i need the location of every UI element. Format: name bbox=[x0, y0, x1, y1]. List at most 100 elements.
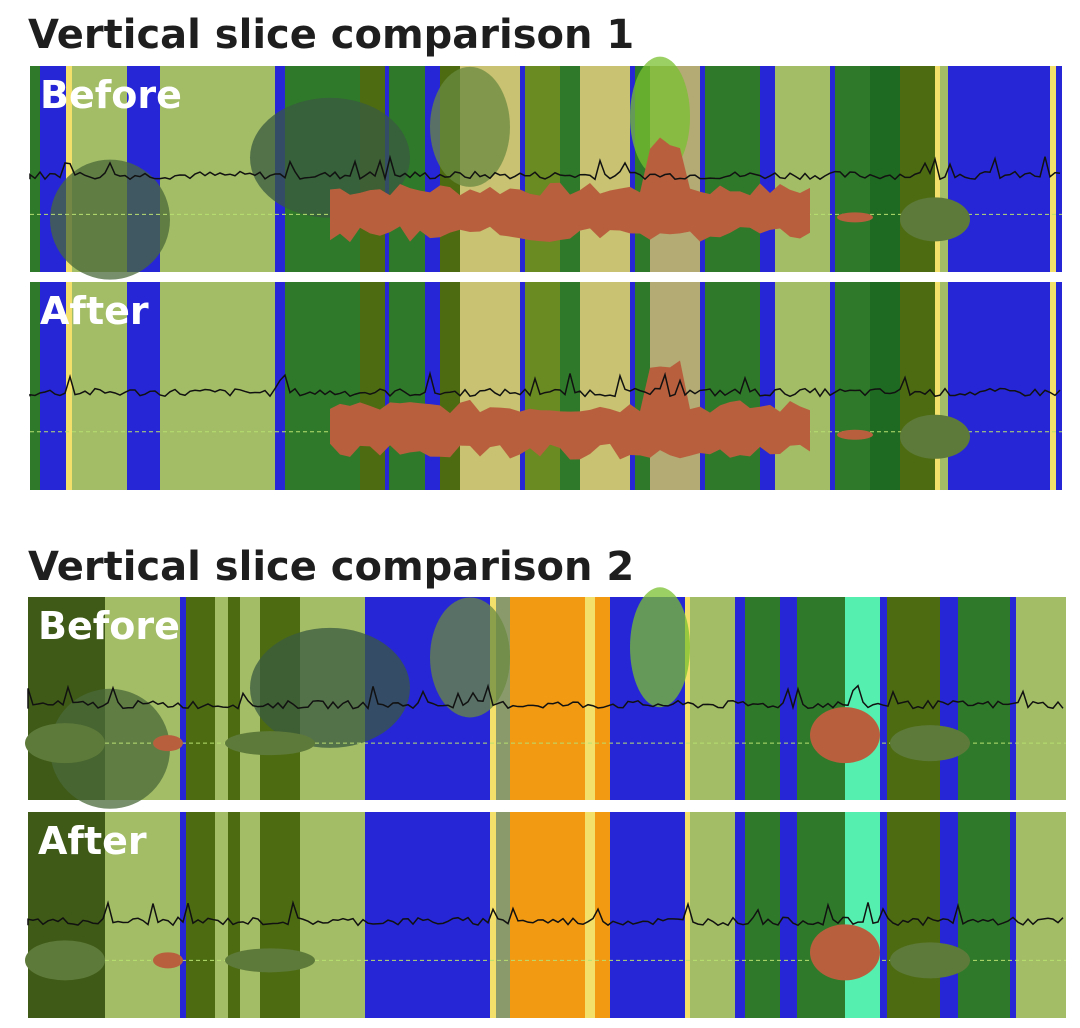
slice-stripe bbox=[585, 597, 595, 800]
slice-stripe bbox=[630, 66, 635, 272]
slice-stripe bbox=[228, 597, 240, 800]
blob bbox=[430, 597, 510, 718]
blob bbox=[430, 66, 510, 187]
slice-stripe bbox=[1010, 812, 1016, 1018]
slice-stripe bbox=[510, 812, 585, 1018]
blob bbox=[890, 725, 970, 762]
slice-stripe bbox=[797, 812, 845, 1018]
slice-stripe bbox=[180, 812, 186, 1018]
slice-stripe bbox=[685, 597, 690, 800]
slice-stripe bbox=[1050, 282, 1056, 490]
blob bbox=[153, 952, 183, 969]
slice-stripe bbox=[935, 282, 940, 490]
slice-stripe bbox=[490, 812, 496, 1018]
slice-stripe bbox=[690, 812, 735, 1018]
slice-stripe bbox=[66, 66, 72, 272]
slice-stripe bbox=[830, 66, 835, 272]
slice-stripe bbox=[365, 812, 490, 1018]
slice-stripe bbox=[880, 597, 887, 800]
blob bbox=[250, 627, 410, 748]
blob bbox=[225, 731, 315, 756]
slice-stripe bbox=[690, 597, 735, 800]
slice-stripe bbox=[887, 812, 940, 1018]
slice-stripe bbox=[780, 812, 797, 1018]
slice-stripe bbox=[460, 282, 520, 490]
slice-stripe bbox=[745, 812, 780, 1018]
slice-stripe bbox=[585, 812, 595, 1018]
slice-stripe bbox=[186, 597, 215, 800]
slice-stripe bbox=[940, 66, 948, 272]
waveform bbox=[27, 900, 1064, 927]
slice-stripe bbox=[835, 66, 870, 272]
slice-stripe bbox=[30, 282, 40, 490]
blob bbox=[900, 197, 970, 242]
slice-stripe bbox=[900, 282, 935, 490]
slice-stripe bbox=[40, 282, 66, 490]
slice-stripe bbox=[735, 812, 745, 1018]
blob bbox=[25, 940, 105, 981]
slice-stripe bbox=[940, 597, 958, 800]
slice-stripe bbox=[700, 66, 705, 272]
panel-label: Before bbox=[40, 73, 182, 117]
slice-stripe bbox=[610, 812, 685, 1018]
slice-stripe bbox=[520, 66, 525, 272]
slice-panel: Before bbox=[25, 587, 1066, 809]
slice-stripe bbox=[1016, 812, 1066, 1018]
slice-stripe bbox=[1056, 282, 1062, 490]
blob bbox=[50, 688, 170, 809]
blob bbox=[630, 587, 690, 708]
blob bbox=[330, 137, 810, 243]
slice-stripe bbox=[835, 282, 870, 490]
slice-panel: Before bbox=[29, 56, 1062, 280]
slice-stripe bbox=[745, 597, 780, 800]
slice-stripe bbox=[775, 66, 830, 272]
slice-stripe bbox=[870, 282, 900, 490]
blob bbox=[50, 159, 170, 280]
slice-stripe bbox=[797, 597, 845, 800]
slice-stripe bbox=[1056, 66, 1062, 272]
slice-stripe bbox=[66, 282, 72, 490]
slice-stripe bbox=[72, 282, 127, 490]
slice-stripe bbox=[496, 812, 510, 1018]
blob bbox=[810, 924, 880, 981]
blob bbox=[225, 948, 315, 973]
slice-stripe bbox=[940, 282, 948, 490]
slice-stripe bbox=[887, 597, 940, 800]
blob bbox=[890, 942, 970, 979]
slice-stripe bbox=[275, 282, 285, 490]
waveform bbox=[29, 370, 1061, 398]
slice-stripe bbox=[510, 597, 585, 800]
slice-stripe bbox=[215, 597, 228, 800]
section-title: Vertical slice comparison 2 bbox=[28, 544, 634, 590]
blob bbox=[153, 735, 183, 752]
slice-stripe bbox=[127, 282, 160, 490]
slice-stripe bbox=[760, 282, 775, 490]
slice-stripe bbox=[360, 282, 385, 490]
slice-stripe bbox=[900, 66, 935, 272]
slice-stripe bbox=[260, 812, 300, 1018]
slice-stripe bbox=[780, 597, 797, 800]
slice-stripe bbox=[105, 812, 180, 1018]
waveform bbox=[29, 154, 1061, 182]
slice-stripe bbox=[630, 282, 635, 490]
slice-stripe bbox=[440, 282, 460, 490]
blob bbox=[330, 360, 810, 460]
slice-stripe bbox=[958, 812, 1010, 1018]
slice-stripe bbox=[285, 282, 360, 490]
panel-label: After bbox=[40, 289, 149, 333]
slice-stripe bbox=[595, 812, 610, 1018]
slice-panel: After bbox=[25, 812, 1066, 1018]
slice-stripe bbox=[948, 66, 1050, 272]
slice-stripe bbox=[595, 597, 610, 800]
slice-stripe bbox=[180, 597, 186, 800]
slice-panel: After bbox=[29, 282, 1062, 490]
blob bbox=[250, 97, 410, 218]
slice-stripe bbox=[520, 282, 525, 490]
slice-stripe bbox=[880, 812, 887, 1018]
slice-stripe bbox=[735, 597, 745, 800]
slice-stripe bbox=[1016, 597, 1066, 800]
slice-stripe bbox=[580, 282, 630, 490]
slice-stripe bbox=[1010, 597, 1016, 800]
slice-stripe bbox=[240, 812, 260, 1018]
